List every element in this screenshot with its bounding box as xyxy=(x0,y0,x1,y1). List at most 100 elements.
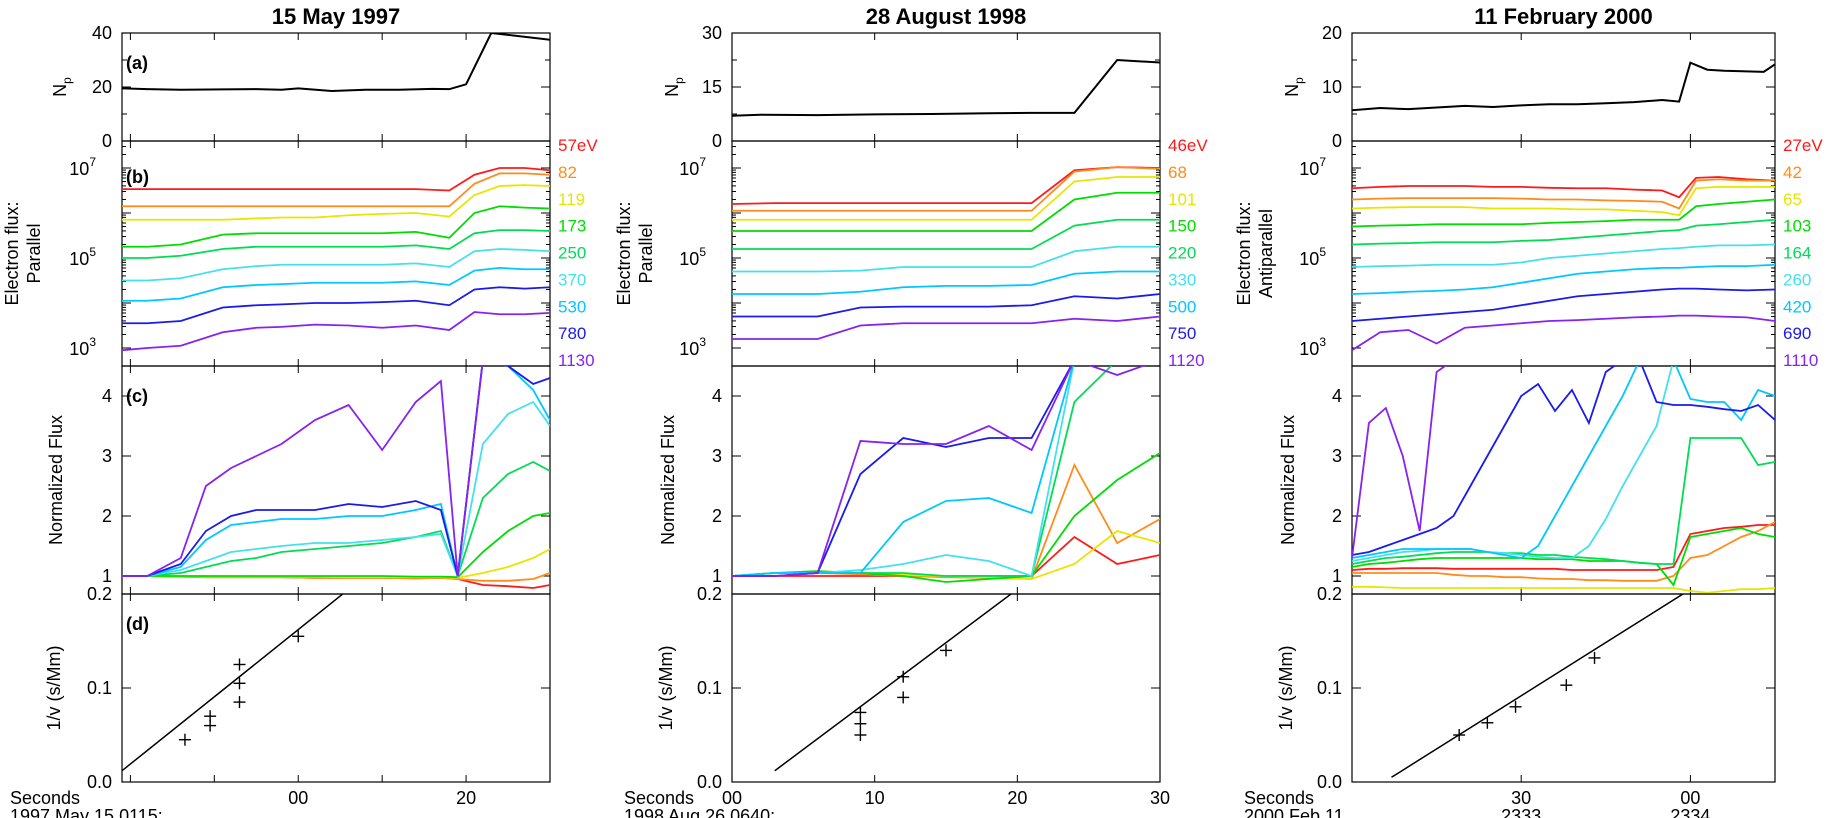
panel-data xyxy=(122,33,550,93)
series-line-82 xyxy=(122,172,550,208)
y-tick-label: 0.2 xyxy=(697,584,722,604)
density-line xyxy=(732,58,1160,117)
series-line-690 xyxy=(1352,366,1775,556)
series-line-27eV xyxy=(1352,176,1775,199)
series-line-500 xyxy=(732,366,1074,577)
y-tick-base: 10 xyxy=(69,339,89,359)
data-point xyxy=(940,644,952,657)
series-line-103 xyxy=(1352,527,1775,587)
legend-label: 370 xyxy=(558,270,586,289)
series-line-250 xyxy=(122,229,550,259)
y-tick-base: 10 xyxy=(679,249,699,269)
panel-data xyxy=(774,594,1013,772)
y-tick-base: 10 xyxy=(69,159,89,179)
legend-label: 57eV xyxy=(558,136,598,155)
x-tick-label: 00 xyxy=(1680,788,1700,808)
legend-label: 1130 xyxy=(558,351,595,370)
panel-data xyxy=(122,366,550,589)
data-point xyxy=(1588,651,1601,664)
y-axis-label-sub: p xyxy=(1292,77,1306,84)
series-line-1110 xyxy=(1352,366,1447,559)
legend-label: 27eV xyxy=(1783,136,1823,155)
series-line-65 xyxy=(1352,185,1775,217)
y-tick-label: 4 xyxy=(712,386,722,406)
legend-label: 250 xyxy=(558,244,586,263)
legend-label: 690 xyxy=(1783,324,1811,343)
fit-line xyxy=(1391,594,1685,778)
y-axis-label: Parallel xyxy=(636,223,656,283)
legend-label: 260 xyxy=(1783,270,1811,289)
chart-title: 28 August 1998 xyxy=(866,4,1027,29)
legend-label: 1110 xyxy=(1783,351,1818,370)
data-point xyxy=(854,729,867,741)
y-axis-label: Np xyxy=(1282,77,1306,97)
panel-data xyxy=(1352,366,1775,594)
panel-frame xyxy=(1351,140,1776,367)
y-tick-label: 0.0 xyxy=(87,772,112,792)
y-tick-label: 10 xyxy=(1322,77,1342,97)
panel-label: (a) xyxy=(126,53,148,73)
x-tick-label: 20 xyxy=(456,788,476,808)
legend-label: 220 xyxy=(1168,244,1196,263)
y-tick-exponent: 7 xyxy=(89,155,96,169)
y-tick-label: 0.1 xyxy=(87,678,112,698)
y-tick-label: 2 xyxy=(102,506,112,526)
y-axis-label: Electron flux: xyxy=(1234,201,1254,305)
panel-d: 0.0 0.1 0.2 1/v (s/Mm) (d) xyxy=(44,584,551,792)
series-line-150 xyxy=(732,191,1160,232)
y-axis-label: Np xyxy=(50,77,74,97)
y-axis-label: 1/v (s/Mm) xyxy=(656,646,676,731)
x-tick-label: 30 xyxy=(1511,788,1531,808)
legend-label: 330 xyxy=(1168,270,1196,289)
legend-label: 1120 xyxy=(1168,351,1205,370)
y-axis-label: Normalized Flux xyxy=(1278,415,1298,545)
data-point xyxy=(1453,729,1466,741)
y-axis-label: Electron flux: xyxy=(614,201,634,305)
series-line-101 xyxy=(732,176,1160,221)
series-line-42 xyxy=(1352,178,1775,210)
y-tick-label: 0 xyxy=(712,131,722,151)
series-line-330 xyxy=(732,366,1075,578)
series-line-173 xyxy=(122,512,550,579)
series-line-420 xyxy=(1352,366,1775,559)
y-axis-label: Electron flux: xyxy=(2,201,22,305)
panel-frame xyxy=(731,140,1161,367)
time-label: 1998 Aug 26 0640: xyxy=(624,806,775,818)
series-line-119 xyxy=(122,184,550,221)
y-tick-label: 0.1 xyxy=(697,678,722,698)
series-line-530 xyxy=(122,266,550,302)
y-tick-label: 3 xyxy=(1332,446,1342,466)
y-tick-label: 1 xyxy=(1332,566,1342,586)
density-line xyxy=(1352,61,1775,112)
series-line-330 xyxy=(732,245,1160,273)
series-line-119 xyxy=(122,548,550,579)
chart-3: 11 February 200001020Np103105107Electron… xyxy=(1234,4,1823,818)
series-line-173 xyxy=(122,205,550,248)
y-axis-label: 1/v (s/Mm) xyxy=(44,646,64,731)
legend-label: 780 xyxy=(558,324,586,343)
fit-line xyxy=(774,594,1013,772)
data-point xyxy=(897,670,910,683)
series-line-103 xyxy=(1352,198,1775,228)
series-line-46eV xyxy=(732,535,1160,577)
y-tick-label: 4 xyxy=(1332,386,1342,406)
y-tick-label: 0.0 xyxy=(697,772,722,792)
panel-a: 0 20 40 Np (a) xyxy=(50,23,551,151)
legend-label: 119 xyxy=(558,190,585,209)
x-tick-label: 30 xyxy=(1150,788,1170,808)
panel-c: 1 2 3 4 Normalized Flux xyxy=(1278,365,1776,595)
panel-c: 1 2 3 4 Normalized Flux (c) xyxy=(46,365,551,595)
y-tick-base: 10 xyxy=(1299,249,1319,269)
y-tick-exponent: 5 xyxy=(89,245,96,259)
panel-frame xyxy=(121,140,551,367)
chart-title: 15 May 1997 xyxy=(272,4,400,29)
y-tick-base: 10 xyxy=(1299,159,1319,179)
series-line-750 xyxy=(732,293,1160,318)
series-line-250 xyxy=(122,460,550,579)
legend-label: 150 xyxy=(1168,217,1196,236)
y-tick-label: 105 xyxy=(69,245,96,269)
